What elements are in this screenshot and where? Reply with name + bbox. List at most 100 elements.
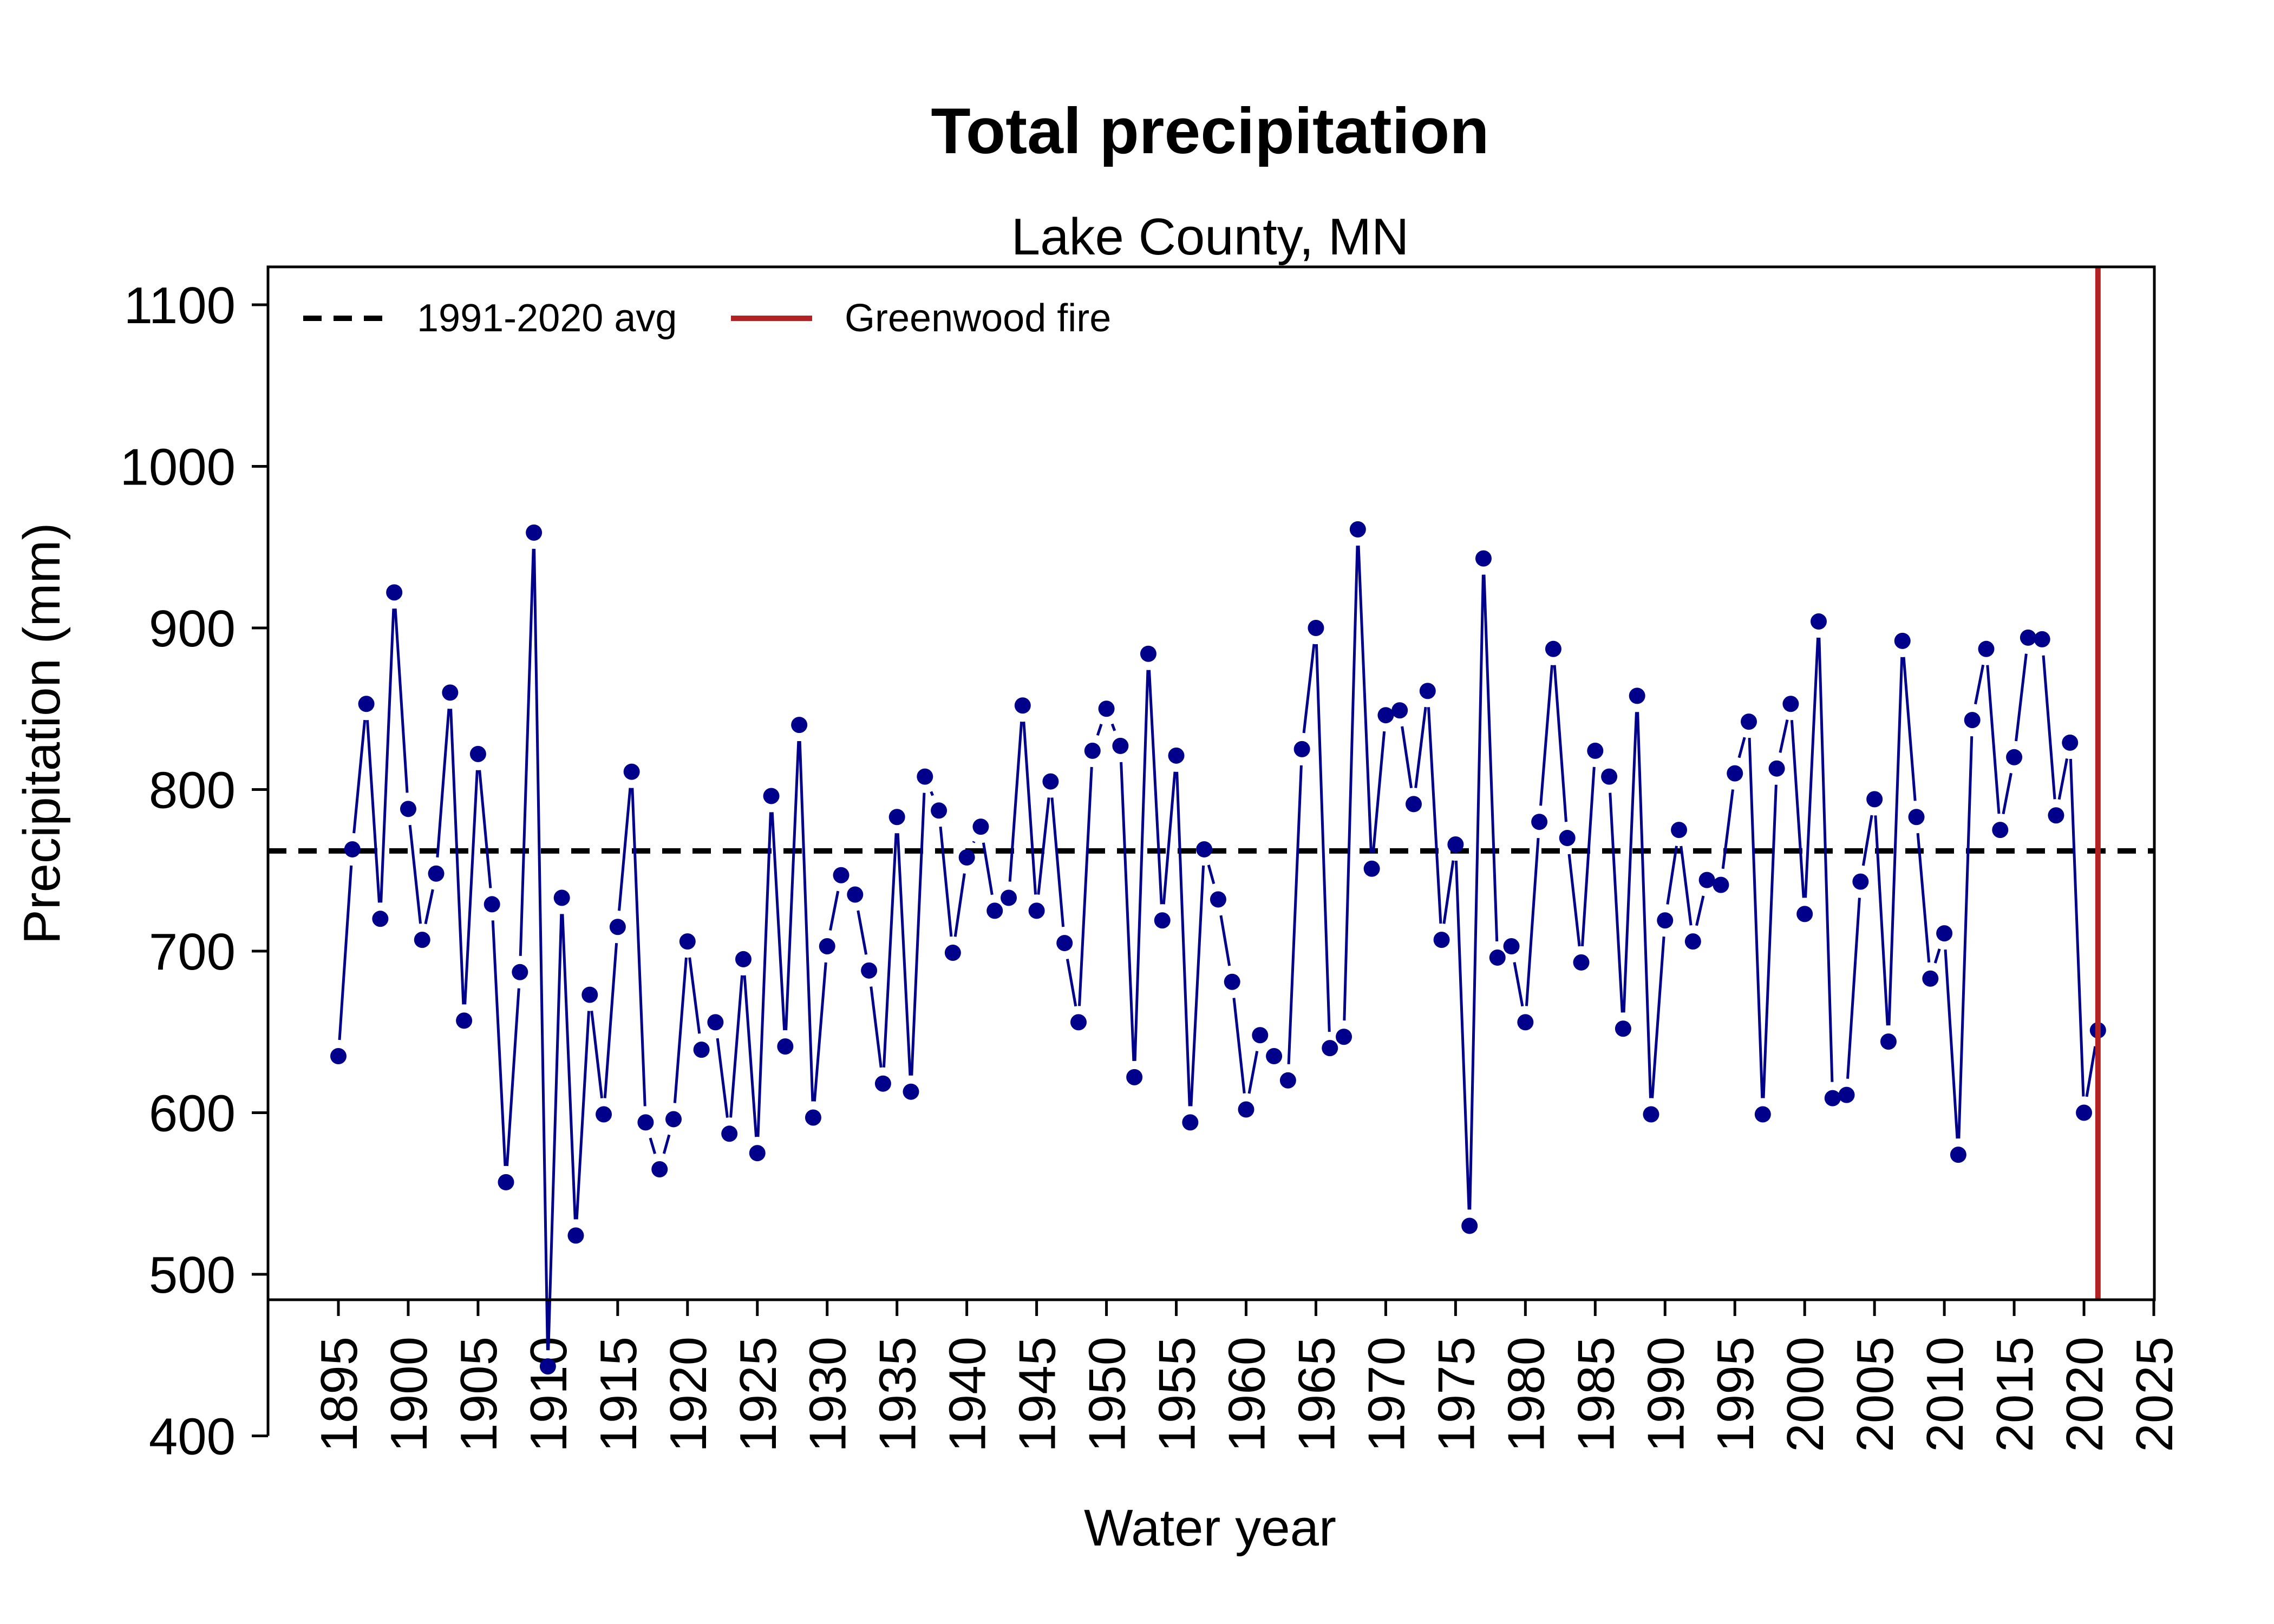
data-point [1866, 791, 1883, 808]
x-tick-label: 1995 [1707, 1337, 1765, 1452]
data-point [1070, 1014, 1087, 1031]
data-point [1684, 933, 1701, 950]
data-point [1028, 902, 1045, 919]
x-tick-label: 1945 [1009, 1337, 1067, 1452]
data-point [1908, 809, 1925, 826]
series-line-segment [1037, 797, 1050, 895]
data-point [609, 919, 626, 935]
data-point [819, 938, 835, 955]
data-point [1279, 1072, 1296, 1089]
series-line-segment [631, 788, 646, 1106]
series-line-segment [688, 957, 701, 1034]
series-line-segment [1580, 767, 1596, 947]
data-point [1238, 1101, 1254, 1118]
series-line-segment [547, 914, 563, 1351]
data-point [1754, 1106, 1771, 1123]
data-point [847, 886, 864, 903]
x-tick-label: 2000 [1776, 1337, 1834, 1452]
data-point [2034, 631, 2050, 647]
series-line-segment [1110, 723, 1116, 731]
y-tick-label: 600 [149, 1085, 236, 1143]
series-line-segment [366, 720, 381, 903]
series-line-segment [1133, 670, 1149, 1061]
data-point [1266, 1048, 1283, 1065]
series-line-segment [408, 824, 422, 924]
data-point [1838, 1086, 1855, 1103]
x-tick-label: 1895 [310, 1337, 368, 1452]
series-line-segment [1846, 898, 1861, 1079]
data-point [1824, 1090, 1841, 1106]
data-point [1531, 814, 1548, 830]
data-point [665, 1111, 682, 1128]
series-line-segment [463, 770, 479, 1005]
series-line-segment [1818, 637, 1834, 1082]
data-point [944, 944, 961, 961]
data-point [1349, 521, 1366, 538]
data-point [1657, 912, 1674, 929]
data-point [693, 1042, 710, 1058]
x-tick-label: 2025 [2126, 1337, 2184, 1452]
series-line-segment [1066, 959, 1077, 1007]
data-point [903, 1083, 919, 1100]
series-line-segment [1887, 657, 1904, 1026]
x-tick-label: 1900 [380, 1337, 438, 1452]
series-line-segment [743, 975, 758, 1137]
series-line-segment [953, 873, 966, 937]
data-point [1433, 932, 1450, 948]
y-tick-label: 1000 [120, 438, 236, 496]
series-line-segment [1427, 707, 1442, 924]
series-line-segment [1539, 665, 1554, 806]
x-tick-label: 1955 [1148, 1337, 1206, 1452]
x-tick-label: 1970 [1357, 1337, 1415, 1452]
series-line-segment [813, 962, 827, 1102]
data-point [1880, 1033, 1897, 1050]
series-line-segment [716, 1038, 729, 1118]
data-point [344, 841, 361, 857]
data-point [651, 1161, 668, 1177]
data-point [567, 1227, 584, 1244]
data-point [1503, 938, 1520, 955]
series-line-segment [1096, 723, 1103, 736]
data-point [2006, 749, 2023, 765]
series-line-segment [1482, 574, 1499, 942]
series-line-segment [1454, 860, 1471, 1210]
data-point [986, 902, 1003, 919]
data-point [1308, 620, 1324, 636]
series-line-segment [561, 914, 577, 1220]
data-point [1196, 841, 1213, 857]
x-tick-label: 1930 [799, 1337, 857, 1452]
x-tick-label: 1940 [939, 1337, 997, 1452]
series-line-segment [1974, 664, 1985, 705]
data-point [1168, 747, 1185, 764]
data-point [2048, 807, 2064, 824]
series-line-segment [1622, 712, 1638, 1013]
data-point [1768, 760, 1785, 777]
data-point [1950, 1147, 1966, 1163]
data-point [442, 684, 459, 701]
data-point [1992, 822, 2009, 839]
series-line-segment [770, 812, 786, 1031]
y-tick-label: 400 [149, 1408, 236, 1466]
series-line-segment [1933, 948, 1941, 964]
series-line-segment [930, 791, 934, 796]
data-point [1936, 925, 1953, 942]
series-line-segment [436, 709, 450, 858]
series-line-segment [1666, 846, 1678, 905]
series-line-segment [1401, 726, 1413, 789]
data-point [1112, 737, 1129, 754]
series-line-segment [2057, 758, 2069, 800]
chart-subtitle: Lake County, MN [1011, 208, 1409, 266]
series-points [330, 521, 2106, 1375]
series-line-segment [1748, 738, 1764, 1098]
data-point [1252, 1027, 1269, 1044]
data-point [917, 768, 933, 785]
x-tick-label: 1920 [659, 1337, 717, 1452]
series-line-segment [2085, 1046, 2097, 1097]
data-point [707, 1014, 724, 1031]
data-point [1727, 765, 1743, 782]
series-line-segment [729, 975, 744, 1118]
series-line-segment [1219, 915, 1231, 966]
data-point [1461, 1217, 1478, 1234]
